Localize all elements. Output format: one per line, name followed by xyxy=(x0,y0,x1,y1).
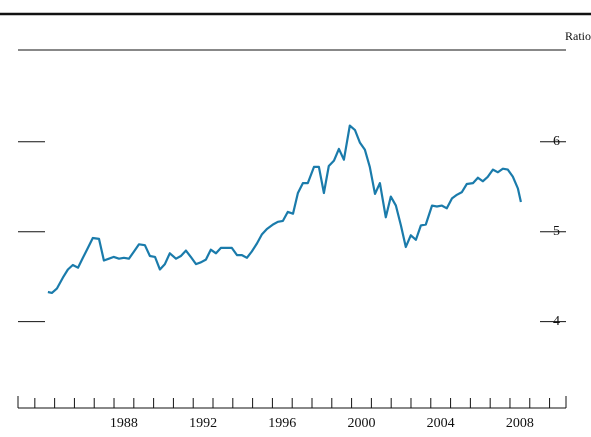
x-tick-label: 1988 xyxy=(110,416,138,431)
y-tick-label: 5 xyxy=(553,224,560,239)
x-tick-label: 1996 xyxy=(268,416,296,431)
y-axis-label: Ratio xyxy=(565,29,591,43)
x-tick-label: 2008 xyxy=(506,416,534,431)
y-tick-label: 4 xyxy=(553,314,560,329)
y-tick-label: 6 xyxy=(553,134,560,149)
x-tick-label: 2004 xyxy=(427,416,455,431)
data-line xyxy=(47,124,522,294)
x-tick-label: 1992 xyxy=(189,416,217,431)
x-tick-label: 2000 xyxy=(347,416,375,431)
